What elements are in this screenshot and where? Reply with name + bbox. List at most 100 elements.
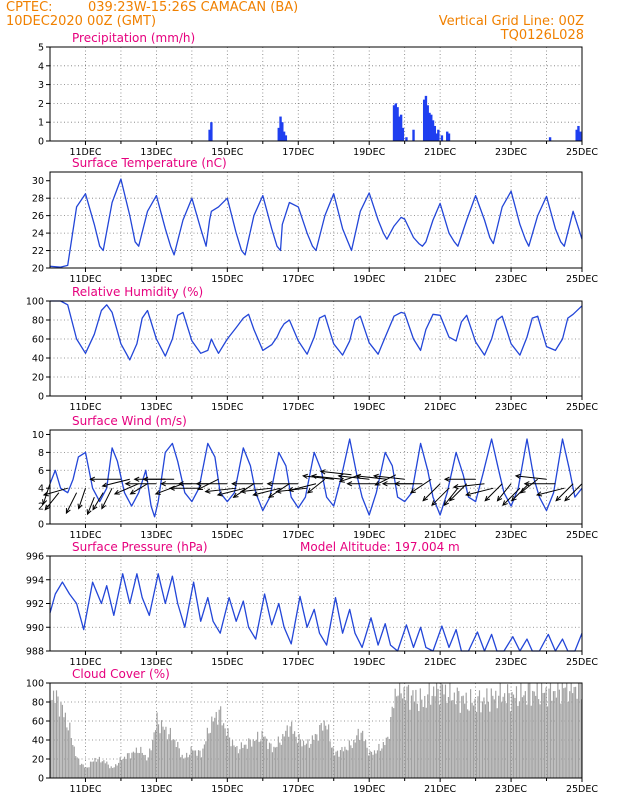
- cloud-bar: [317, 740, 319, 778]
- cloud-bar: [302, 740, 305, 778]
- cloud-bar: [499, 683, 501, 778]
- x-tick-label: 25DEC: [566, 274, 598, 285]
- cloud-bar: [335, 751, 337, 778]
- cloud-bar: [441, 684, 444, 778]
- y-tick-label: 8: [38, 448, 44, 459]
- cloud-bar: [350, 745, 352, 778]
- cloud-bar: [73, 746, 75, 778]
- cloud-bar: [212, 721, 214, 778]
- panel-title: Relative Humidity (%): [72, 285, 203, 299]
- cloud-bar: [107, 764, 109, 778]
- precip-bar: [412, 129, 415, 141]
- cloud-bar: [421, 699, 423, 778]
- wind-arrow: [536, 487, 565, 496]
- wind-arrow: [288, 483, 317, 491]
- cloud-bar: [81, 763, 83, 778]
- cloud-bar: [205, 741, 207, 778]
- cloud-bar: [459, 712, 461, 778]
- cloud-bar: [428, 683, 430, 778]
- cloud-bar: [86, 767, 89, 778]
- wind-arrowhead: [168, 485, 175, 491]
- cloud-bar: [344, 746, 346, 778]
- precip-bar: [431, 120, 435, 141]
- cloud-bar: [523, 695, 525, 778]
- cloud-bar: [502, 696, 504, 778]
- cloud-bar: [351, 748, 353, 778]
- wind-arrow: [78, 488, 86, 509]
- precip-bar: [447, 133, 451, 141]
- cloud-bar: [209, 732, 211, 778]
- y-tick-label: 10: [32, 430, 44, 441]
- y-tick-label: 5: [38, 43, 44, 54]
- cloud-bar: [234, 747, 237, 778]
- panel-title: Precipitation (mm/h): [72, 31, 195, 45]
- wind-arrow: [410, 478, 432, 494]
- cloud-bar: [184, 757, 186, 778]
- cloud-bar: [135, 747, 137, 778]
- cloud-bar: [197, 750, 200, 778]
- cloud-bar: [314, 733, 316, 778]
- cloud-bar: [481, 701, 484, 778]
- y-tick-label: 990: [26, 623, 44, 634]
- wind-arrow: [338, 475, 370, 480]
- panel-annotation: Model Altitude: 197.004 m: [300, 540, 460, 554]
- x-tick-label: 13DEC: [140, 402, 172, 413]
- wind-arrow: [466, 487, 494, 496]
- cloud-bar: [415, 689, 417, 778]
- cloud-bar: [396, 696, 398, 778]
- wind-arrow: [431, 487, 450, 506]
- wind-arrowhead: [337, 473, 344, 479]
- cloud-bar: [55, 690, 58, 778]
- cloud-bar: [369, 750, 371, 778]
- cloud-bar: [220, 706, 222, 778]
- y-tick-label: 60: [32, 717, 44, 728]
- cloud-bar: [206, 727, 208, 778]
- cloud-bar: [270, 743, 272, 778]
- cloud-bar: [245, 744, 247, 778]
- precip-bar: [279, 116, 282, 141]
- precip-bar: [575, 129, 578, 141]
- cloud-bar: [240, 742, 242, 778]
- panels-group: 0 1 2 3 4 5 11DEC 13DEC 15DEC 17DEC 19DEC 21DEC 23DE…: [26, 31, 599, 795]
- cloud-bar: [106, 761, 108, 778]
- cloud-bar: [186, 752, 188, 778]
- x-tick-label: 15DEC: [211, 147, 243, 158]
- x-tick-label: 25DEC: [566, 530, 598, 541]
- x-tick-label: 11DEC: [69, 274, 101, 285]
- panel-title: Surface Temperature (nC): [72, 156, 227, 170]
- cloud-bar: [60, 701, 62, 778]
- wind-arrowhead: [268, 492, 275, 498]
- cloud-bar: [252, 739, 254, 778]
- cloud-bar: [390, 717, 392, 778]
- wind-arrowhead: [443, 500, 449, 507]
- cloud-bar: [85, 767, 87, 778]
- cloud-bar: [243, 744, 245, 778]
- wind-arrowhead: [514, 473, 521, 479]
- y-tick-label: 100: [26, 679, 44, 690]
- wind-arrow: [374, 475, 405, 480]
- x-tick-label: 19DEC: [353, 274, 385, 285]
- wind-arrowhead: [124, 481, 131, 487]
- wind-arrow: [502, 487, 521, 506]
- cloud-bar: [536, 683, 538, 778]
- cloud-bar: [409, 709, 411, 778]
- y-tick-label: 20: [32, 264, 44, 275]
- y-tick-label: 0: [38, 392, 44, 403]
- cloud-bar: [484, 704, 486, 778]
- x-tick-label: 23DEC: [495, 147, 527, 158]
- panel-5: 0 20 40 60 80 100 11DEC 13DEC 15DEC 17DEC 19DEC 21D…: [26, 667, 599, 795]
- cloud-bar: [153, 732, 155, 778]
- cloud-bar: [572, 693, 574, 778]
- wind-arrowhead: [374, 480, 381, 486]
- cloud-bar: [258, 741, 260, 778]
- cloud-bar: [424, 695, 426, 778]
- cloud-bar: [63, 717, 65, 778]
- cloud-bar: [225, 735, 228, 778]
- cloud-bar: [267, 748, 269, 778]
- cloud-bar: [157, 724, 160, 778]
- wind-arrow: [453, 483, 485, 488]
- wind-arrow: [375, 474, 397, 486]
- cloud-bar: [69, 722, 71, 778]
- cloud-bar: [51, 699, 53, 778]
- cloud-bar: [113, 767, 115, 778]
